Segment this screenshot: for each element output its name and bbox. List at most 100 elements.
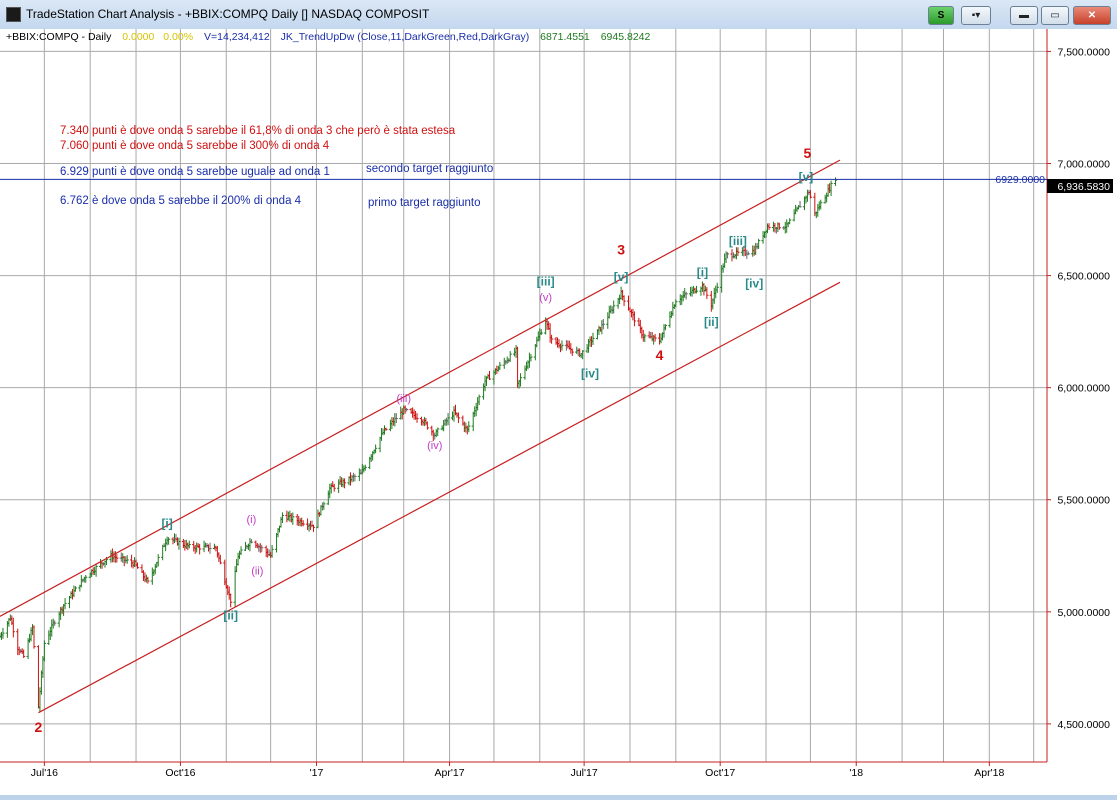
- price-bar: [353, 474, 357, 482]
- price-bar: [487, 370, 492, 381]
- price-bar: [311, 524, 316, 532]
- x-tick-label: Apr'17: [435, 767, 465, 779]
- price-bar: [11, 617, 15, 638]
- channel-line-upper[interactable]: [0, 159, 841, 617]
- price-bar: [808, 190, 812, 199]
- price-bar: [643, 333, 647, 342]
- trend-lines: [0, 159, 1047, 714]
- price-bar: [612, 300, 616, 314]
- price-bar: [115, 554, 119, 563]
- price-bar: [819, 199, 823, 210]
- wave-label-minor: [iv]: [745, 277, 763, 291]
- annotation-first-target: primo target raggiunto: [368, 197, 481, 209]
- chart-svg[interactable]: 2 [i] [ii] (i) (ii) (iii) (iv) [iii] (v) [iv] 3 [v]…: [0, 29, 1117, 795]
- y-tick-label: 6,000.0000: [1057, 383, 1110, 395]
- price-axis-panel: [1047, 29, 1117, 795]
- price-bar: [529, 354, 533, 362]
- price-bar: [829, 180, 833, 197]
- wave-label-sub: (iv): [427, 440, 442, 452]
- price-bar: [135, 562, 140, 569]
- price-bar: [653, 334, 657, 342]
- price-bar: [632, 311, 637, 327]
- minimize-button[interactable]: ▬: [1010, 6, 1038, 25]
- price-bar: [694, 285, 699, 294]
- price-bar: [94, 563, 98, 577]
- y-tick-label: 5,000.0000: [1057, 607, 1110, 619]
- price-bar: [177, 537, 181, 550]
- price-bar: [280, 512, 285, 523]
- price-bar: [42, 640, 46, 662]
- price-bar: [581, 350, 585, 360]
- price-bar: [166, 537, 171, 545]
- price-bar: [674, 299, 678, 308]
- price-bar: [73, 586, 78, 592]
- y-tick-label: 5,500.0000: [1057, 495, 1110, 507]
- time-axis-panel: [0, 762, 1047, 795]
- wave-label-sub: (v): [539, 292, 552, 304]
- x-tick-label: '17: [310, 767, 324, 779]
- price-bar: [291, 512, 295, 525]
- title-bar[interactable]: TradeStation Chart Analysis - +BBIX:COMP…: [0, 0, 1117, 30]
- price-bar: [405, 408, 409, 412]
- annotation-7340: 7.340 punti è dove onda 5 sarebbe il 61,…: [60, 125, 456, 137]
- x-tick-label: Jul'17: [571, 767, 598, 779]
- price-bar: [684, 291, 688, 300]
- price-bar: [342, 478, 347, 489]
- price-bar: [322, 501, 326, 510]
- y-tick-label: 4,500.0000: [1057, 719, 1110, 731]
- price-bar: [208, 542, 212, 554]
- legend-low: 6871.4551: [540, 31, 590, 43]
- price-bar: [570, 348, 574, 356]
- close-button[interactable]: ✕: [1073, 6, 1111, 25]
- price-bar: [146, 576, 150, 584]
- wave-label-minor: [v]: [614, 270, 629, 284]
- price-chart[interactable]: 2 [i] [ii] (i) (ii) (iii) (iv) [iii] (v) [iv] 3 [v]…: [0, 29, 1117, 795]
- wave-label-minor: [iii]: [729, 234, 747, 248]
- price-bar: [415, 413, 419, 423]
- price-bar: [518, 373, 523, 387]
- legend-volume: V=14,234,412: [204, 31, 270, 43]
- price-bar: [833, 177, 838, 186]
- legend-symbol: +BBIX:COMPQ - Daily: [6, 31, 112, 43]
- price-bar: [229, 593, 233, 608]
- price-bar: [746, 251, 750, 256]
- wave-label-major: 3: [617, 242, 625, 258]
- price-bar: [467, 421, 471, 433]
- price-bar: [384, 427, 388, 431]
- wave-label-minor: [i]: [697, 266, 708, 280]
- price-bar: [125, 555, 129, 564]
- app-icon: [6, 7, 21, 22]
- price-bar: [249, 539, 253, 544]
- wave-label-minor: [ii]: [704, 315, 719, 329]
- price-bar: [270, 545, 274, 558]
- price-bar: [187, 540, 191, 549]
- window-menu-button[interactable]: ▪▾: [961, 6, 991, 25]
- price-bar: [1, 627, 5, 639]
- price-bar: [788, 218, 792, 225]
- axes: 4,500.0000 5,000.0000 5,500.0000 6,000.0000…: [31, 46, 1110, 779]
- legend-high: 6945.8242: [601, 31, 651, 43]
- price-bar: [198, 543, 202, 555]
- price-bar: [218, 554, 222, 565]
- price-bar: [560, 340, 564, 351]
- wave-label-sub: (iii): [396, 393, 411, 405]
- price-bar: [705, 287, 709, 300]
- maximize-button[interactable]: ▭: [1041, 6, 1069, 25]
- price-bar: [477, 394, 481, 406]
- wave-label-minor: [iii]: [537, 274, 555, 288]
- price-bar: [53, 620, 57, 626]
- wave-label-minor: [ii]: [223, 608, 238, 622]
- s-button[interactable]: S: [928, 6, 954, 25]
- price-bar: [456, 412, 461, 424]
- wave-label-minor: [v]: [799, 170, 814, 184]
- price-bar: [301, 520, 305, 527]
- hline-label: 6929.0000: [995, 174, 1045, 186]
- svg-text:+BBIX:COMPQ - Daily 0.: +BBIX:COMPQ - Daily 0.0000 0.00% V=14,23…: [6, 31, 650, 43]
- x-tick-label: Jul'16: [31, 767, 58, 779]
- window-title: TradeStation Chart Analysis - +BBIX:COMP…: [26, 7, 430, 21]
- channel-line-lower[interactable]: [38, 281, 841, 714]
- price-bar: [22, 649, 26, 659]
- price-bar: [394, 413, 398, 424]
- price-bar: [736, 247, 740, 257]
- price-bar: [757, 238, 761, 249]
